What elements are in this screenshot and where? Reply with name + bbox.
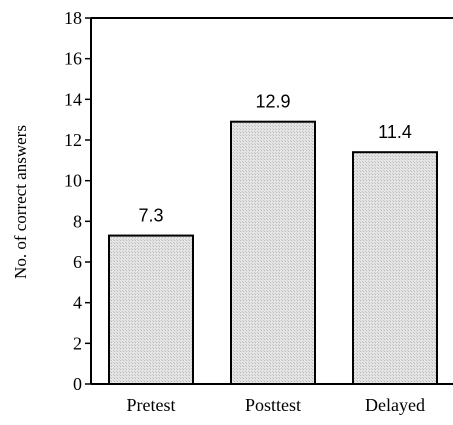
- data-labels: 7.3 12.9 11.4: [138, 92, 411, 226]
- y-tick-label: 14: [64, 89, 82, 109]
- x-category-label: Pretest: [127, 395, 176, 415]
- bar-pretest: [108, 234, 194, 385]
- bar-delayed: [352, 151, 438, 385]
- x-category-label: Delayed: [365, 395, 425, 415]
- data-label: 7.3: [138, 206, 163, 226]
- bar-posttest: [230, 120, 316, 385]
- y-tick-label: 18: [64, 8, 82, 28]
- x-category-labels: Pretest Posttest Delayed: [127, 395, 425, 415]
- y-ticks: 0 2 4 6 8 10 12 14 16 18: [64, 8, 91, 394]
- y-tick-label: 0: [73, 374, 82, 394]
- y-tick-label: 10: [64, 171, 82, 191]
- x-category-label: Posttest: [245, 395, 301, 415]
- y-tick-label: 6: [73, 252, 82, 272]
- data-label: 12.9: [255, 92, 290, 112]
- y-tick-label: 12: [64, 130, 82, 150]
- y-tick-label: 8: [73, 211, 82, 231]
- y-axis-title: No. of correct answers: [11, 125, 30, 279]
- y-tick-label: 16: [64, 49, 82, 69]
- data-label: 11.4: [378, 122, 412, 142]
- y-tick-label: 2: [73, 333, 82, 353]
- bars-layer: [108, 120, 438, 385]
- y-tick-label: 4: [73, 293, 82, 313]
